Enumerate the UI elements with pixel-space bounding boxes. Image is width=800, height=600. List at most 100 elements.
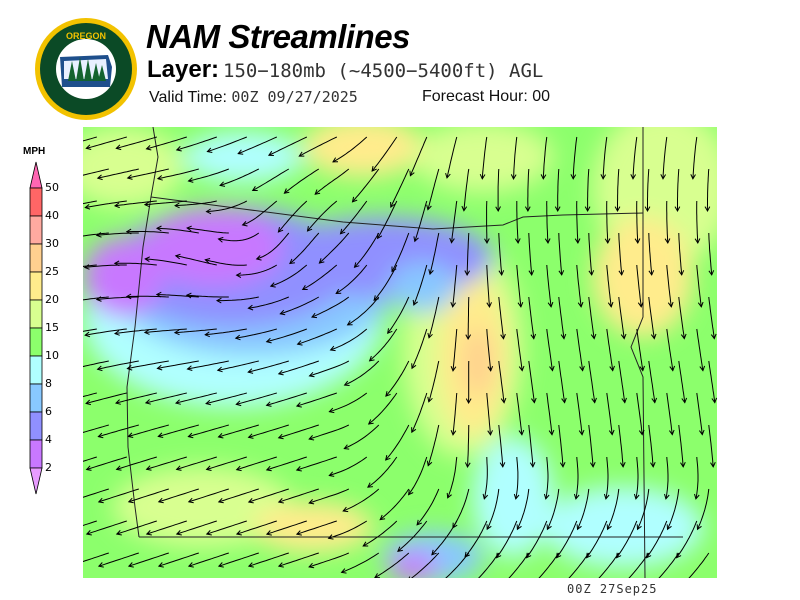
streamline — [218, 552, 259, 567]
forecast-hour-value: 00 — [532, 88, 551, 105]
streamline-arrow — [206, 147, 213, 153]
streamline — [568, 552, 590, 578]
streamline-arrow — [145, 145, 152, 151]
streamline — [116, 456, 157, 470]
streamline — [206, 520, 247, 535]
legend-label: 50 — [45, 181, 59, 194]
streamline-arrow — [235, 272, 242, 279]
streamline — [498, 296, 504, 339]
streamline — [558, 424, 564, 467]
streamline-arrow — [636, 524, 642, 531]
streamline — [666, 200, 669, 244]
streamline — [174, 328, 217, 334]
streamline-arrow — [543, 493, 550, 500]
streamline — [309, 488, 350, 504]
streamline — [408, 456, 428, 495]
streamline-arrow — [185, 292, 192, 299]
streamline-arrow — [461, 205, 468, 212]
streamline — [156, 227, 199, 234]
streamline — [83, 520, 97, 527]
streamline — [516, 264, 522, 307]
streamline — [486, 488, 500, 530]
streamline-arrow — [528, 270, 535, 276]
streamline — [572, 136, 578, 179]
streamline — [114, 262, 157, 266]
streamline — [205, 259, 247, 266]
streamline-arrow — [650, 462, 656, 468]
streamline — [409, 136, 428, 176]
streamline — [145, 392, 187, 404]
streamline-arrow — [426, 204, 432, 211]
streamline-arrow — [343, 444, 350, 450]
streamline-arrow — [680, 333, 687, 340]
streamline-arrow — [588, 270, 595, 276]
legend-swatch — [29, 271, 43, 301]
streamline — [86, 456, 127, 470]
streamline — [297, 328, 337, 345]
streamline — [187, 360, 229, 370]
legend-swatch — [29, 355, 43, 385]
streamline — [665, 456, 669, 499]
streamline — [145, 258, 187, 266]
streamline-arrow — [614, 206, 621, 213]
streamline — [696, 200, 699, 244]
streamline — [605, 456, 609, 499]
streamline-arrow — [205, 208, 212, 215]
streamline — [116, 520, 157, 535]
streamline-arrow — [698, 429, 705, 436]
streamline — [83, 392, 97, 398]
streamline — [128, 424, 169, 437]
streamline — [697, 488, 710, 530]
streamline — [538, 552, 560, 578]
streamline — [296, 392, 337, 407]
streamline-arrow — [495, 552, 502, 559]
streamline — [515, 456, 519, 499]
streamline — [648, 232, 653, 275]
streamline — [577, 488, 590, 530]
streamline — [688, 552, 710, 578]
streamline — [516, 392, 523, 435]
streamline — [452, 264, 458, 307]
streamline-arrow — [574, 238, 581, 245]
streamline-arrow — [450, 302, 457, 308]
streamline-arrow — [584, 206, 591, 213]
streamline — [452, 328, 458, 371]
streamline — [83, 296, 109, 301]
streamline-arrow — [385, 391, 391, 397]
streamline — [85, 200, 127, 209]
streamline-arrow — [125, 228, 132, 235]
streamline-arrow — [578, 429, 585, 436]
streamline-arrow — [311, 312, 318, 319]
streamline-arrow — [427, 396, 433, 403]
streamline — [588, 360, 596, 403]
streamline-arrow — [175, 146, 182, 152]
streamline-arrow — [416, 519, 422, 526]
streamline — [648, 424, 654, 467]
streamline — [309, 424, 350, 440]
streamline — [648, 360, 656, 403]
valid-time: Valid Time: 00Z 09/27/2025 — [149, 88, 358, 107]
streamline — [692, 136, 698, 179]
streamline-arrow — [314, 189, 321, 195]
streamline — [144, 200, 187, 206]
streamline-arrow — [265, 401, 272, 407]
streamline-arrow — [95, 232, 102, 238]
streamline-arrow — [465, 334, 472, 341]
streamline — [205, 328, 247, 336]
streamline-arrow — [660, 174, 667, 180]
streamline — [218, 488, 259, 503]
streamline — [542, 136, 548, 179]
streamline-arrow — [295, 530, 302, 536]
streamline-arrow — [308, 499, 315, 505]
legend-label: 20 — [45, 293, 59, 306]
streamline-arrow — [409, 170, 415, 177]
streamline-arrow — [615, 552, 622, 559]
streamline — [546, 328, 553, 371]
streamline-arrow — [591, 397, 597, 404]
streamline — [362, 520, 398, 547]
streamline — [588, 424, 594, 467]
streamline — [319, 232, 350, 264]
streamline — [467, 424, 470, 468]
streamline — [85, 328, 127, 336]
forecast-hour: Forecast Hour: 00 — [422, 88, 550, 106]
